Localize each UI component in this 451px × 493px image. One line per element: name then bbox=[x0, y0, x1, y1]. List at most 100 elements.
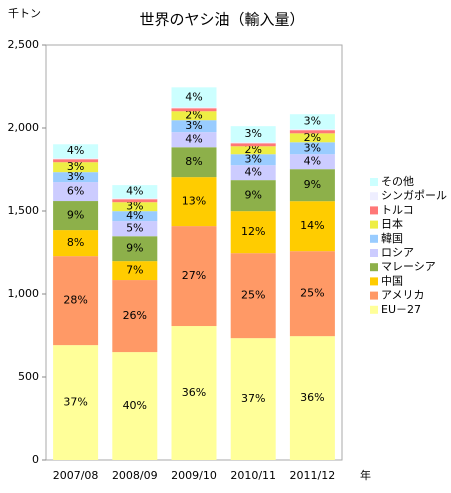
segment-label: 6% bbox=[67, 185, 84, 198]
bar-segment bbox=[230, 126, 276, 143]
segment-label: 9% bbox=[67, 209, 84, 222]
bar-segment bbox=[230, 253, 276, 339]
bar-segment bbox=[289, 251, 335, 337]
legend-swatch bbox=[370, 277, 378, 286]
segment-label: 2% bbox=[304, 131, 321, 144]
segment-label: 3% bbox=[185, 119, 202, 132]
segment-label: 2% bbox=[185, 109, 202, 122]
bar-segment bbox=[53, 182, 99, 202]
bar-segment bbox=[289, 169, 335, 202]
x-tick-label: 2008/09 bbox=[112, 469, 158, 482]
segment-label: 28% bbox=[63, 294, 87, 307]
segment-label: 9% bbox=[304, 178, 321, 191]
y-tick-label: 1,000 bbox=[8, 287, 40, 300]
bar-segment bbox=[230, 146, 276, 155]
segment-label: 3% bbox=[126, 200, 143, 213]
segment-label: 3% bbox=[67, 160, 84, 173]
legend-label: EU－27 bbox=[381, 303, 421, 316]
y-tick-label: 0 bbox=[32, 453, 39, 466]
bar-segment bbox=[171, 108, 217, 112]
bar-segment bbox=[171, 226, 217, 327]
bar-segment bbox=[230, 154, 276, 166]
bar-segment bbox=[53, 256, 99, 346]
bar-segment bbox=[171, 132, 217, 148]
segment-label: 26% bbox=[123, 309, 147, 322]
legend-swatch bbox=[370, 192, 378, 201]
segment-label: 9% bbox=[244, 189, 261, 202]
legend-label: ロシア bbox=[381, 246, 414, 259]
segment-label: 5% bbox=[126, 222, 143, 235]
legend-swatch bbox=[370, 249, 378, 257]
bar-segment bbox=[171, 120, 217, 133]
segment-label: 37% bbox=[241, 392, 265, 405]
bar-segment bbox=[112, 221, 158, 237]
segment-label: 25% bbox=[300, 287, 324, 300]
bar-segment bbox=[112, 185, 158, 199]
bar-segment bbox=[171, 87, 217, 108]
segment-label: 3% bbox=[244, 127, 261, 140]
bar-segment bbox=[112, 211, 158, 222]
segment-label: 3% bbox=[304, 115, 321, 128]
bar-segment bbox=[112, 261, 158, 281]
segment-label: 37% bbox=[63, 396, 87, 409]
bar-segment bbox=[171, 107, 217, 109]
chart-title: 世界のヤシ油（輸入量） bbox=[139, 11, 304, 29]
bar-segment bbox=[289, 130, 335, 134]
y-tick-label: 2,000 bbox=[8, 121, 40, 134]
legend-label: トルコ bbox=[381, 203, 414, 216]
bar-segment bbox=[171, 147, 217, 178]
bar-segment bbox=[53, 144, 99, 159]
segment-label: 4% bbox=[67, 144, 84, 157]
bar-segment bbox=[112, 236, 158, 262]
segment-label: 7% bbox=[126, 264, 143, 277]
bar-segment bbox=[230, 165, 276, 181]
bar-segment bbox=[171, 326, 217, 460]
legend-swatch bbox=[370, 291, 378, 300]
segment-label: 12% bbox=[241, 225, 265, 238]
bar-segment bbox=[53, 345, 99, 460]
x-tick-label: 2009/10 bbox=[171, 469, 217, 482]
segment-label: 4% bbox=[126, 185, 143, 198]
bar-segment bbox=[112, 198, 158, 200]
legend-swatch bbox=[370, 206, 378, 215]
segment-label: 8% bbox=[67, 236, 84, 249]
bar-segment bbox=[53, 159, 99, 163]
bar-segment bbox=[112, 352, 158, 460]
bar-segment bbox=[53, 162, 99, 173]
bar-segment bbox=[171, 177, 217, 227]
segment-label: 4% bbox=[304, 155, 321, 168]
legend-swatch bbox=[370, 234, 378, 243]
bar-segment bbox=[53, 172, 99, 183]
segment-label: 4% bbox=[244, 166, 261, 179]
segment-label: 9% bbox=[126, 242, 143, 255]
segment-label: 3% bbox=[67, 170, 84, 183]
segment-label: 14% bbox=[300, 219, 324, 232]
bar-segment bbox=[53, 201, 99, 231]
bar-segment bbox=[230, 211, 276, 254]
bar-segment bbox=[289, 114, 335, 130]
segment-label: 8% bbox=[185, 155, 202, 168]
bar-segment bbox=[112, 280, 158, 353]
bar-segment bbox=[53, 158, 99, 160]
bar-segment bbox=[289, 142, 335, 155]
y-tick-label: 500 bbox=[18, 370, 39, 383]
segment-label: 3% bbox=[244, 153, 261, 166]
segment-label: 4% bbox=[126, 209, 143, 222]
segment-label: 4% bbox=[185, 90, 202, 103]
segment-label: 4% bbox=[185, 133, 202, 146]
legend-label: アメリカ bbox=[381, 289, 424, 302]
legend-label: 中国 bbox=[381, 274, 403, 287]
bar-segment bbox=[171, 111, 217, 121]
segment-label: 25% bbox=[241, 289, 265, 302]
segment-label: 3% bbox=[304, 141, 321, 154]
bar-segment bbox=[230, 180, 276, 212]
x-tick-label: 2007/08 bbox=[53, 469, 99, 482]
segment-label: 40% bbox=[123, 399, 147, 412]
legend-label: マレーシア bbox=[381, 260, 436, 273]
y-tick-label: 1,500 bbox=[8, 204, 40, 217]
bar-segment bbox=[289, 336, 335, 460]
legend-label: シンガポール bbox=[381, 189, 447, 202]
y-axis-title: 千トン bbox=[8, 7, 41, 20]
legend-label: 日本 bbox=[381, 217, 403, 231]
